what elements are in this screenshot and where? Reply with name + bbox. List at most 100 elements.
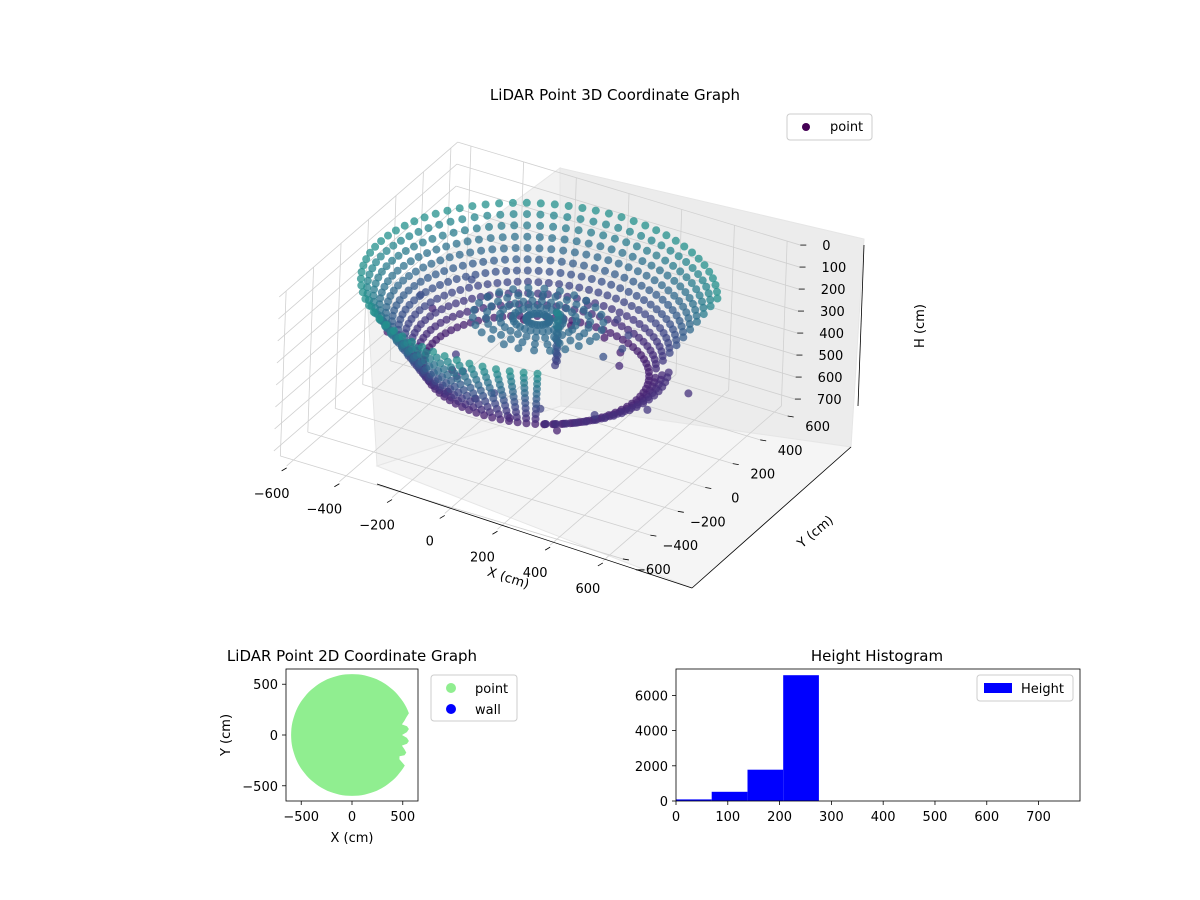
x-tick-label: 500 [923,810,948,825]
z-tick-label: 600 [818,371,843,386]
data-point [618,344,627,353]
data-point [664,300,673,309]
z-tick-label: 200 [821,283,846,298]
data-point [526,326,535,335]
data-point [546,346,554,355]
y-tick-mark [760,439,767,442]
data-point [526,290,535,299]
y-tick-mark [650,534,657,537]
legend-label-height: Height [1021,682,1064,697]
data-point [587,228,596,237]
data-point [632,403,641,411]
plot-3d: LiDAR Point 3D Coordinate Graph −600 −400… [254,86,928,597]
data-point [459,296,468,305]
data-point [607,245,616,254]
data-point [607,305,616,314]
data-point [426,355,435,363]
grid-line [780,241,788,407]
data-point [437,305,446,314]
grid-line [444,148,452,314]
data-point [637,231,646,240]
data-point [620,298,629,307]
x-tick-label: 400 [871,810,896,825]
data-point [666,246,675,255]
data-point [357,281,366,290]
data-point [661,256,670,265]
z-tick-label: 700 [817,393,842,408]
data-point [536,303,545,312]
grid-line [274,273,454,430]
data-point [643,405,652,414]
data-point [465,359,474,368]
data-point [546,256,555,265]
data-point [533,369,542,378]
data-point [646,300,655,309]
y-tick-mark [787,415,794,418]
data-point [579,305,588,314]
data-point [363,276,372,285]
data-point [428,234,437,243]
y-tick-label: 4000 [635,725,668,740]
data-point [485,222,493,231]
y-tick-label: −400 [662,539,698,554]
data-point [535,233,544,242]
data-point [549,211,558,220]
data-point [544,326,553,335]
y-tick-label: 500 [253,678,278,693]
data-point [477,328,486,337]
data-point [561,345,570,354]
data-point [405,232,414,241]
data-point [375,314,384,323]
data-point [688,299,697,308]
data-point [511,299,520,308]
data-point [551,361,560,370]
title-2d: LiDAR Point 2D Coordinate Graph [227,647,477,665]
data-point [627,302,636,310]
y-tick-label: 0 [660,795,668,810]
data-point [496,210,505,219]
data-point [614,223,623,232]
data-point [445,253,454,262]
x-tick-label: −400 [306,503,342,518]
data-point [629,315,638,324]
data-point [443,371,452,379]
data-point [501,255,509,264]
data-point [368,264,377,273]
data-point [615,308,624,317]
x-tick-label: 500 [390,810,415,825]
data-point [382,320,391,329]
data-point [509,285,518,294]
data-point [601,266,609,275]
data-point [481,200,490,209]
data-point [358,288,367,297]
data-point [562,419,571,428]
data-point [641,310,650,319]
data-point [399,276,408,285]
data-point [440,267,449,276]
data-point [534,278,543,287]
data-point [692,311,701,320]
data-point [411,267,420,276]
data-point [617,409,626,418]
data-point [513,277,522,286]
data-point [377,237,386,246]
data-point [606,329,615,337]
data-point [591,206,600,215]
data-point [487,302,496,311]
data-point [686,325,695,334]
legend-marker-wall-2d [446,704,456,714]
legend-label-point-2d: point [475,682,508,697]
data-point [584,239,593,248]
data-point [495,199,504,208]
data-point [408,337,416,346]
data-point [523,210,531,219]
y-tick-label: −200 [690,515,726,530]
data-point [628,252,637,261]
data-point [629,277,638,286]
grid-line [334,243,342,409]
data-point [493,279,502,287]
z-ticks-3d: 0 100 200 300 400 500 600 700 [794,239,846,408]
data-point [372,258,380,267]
